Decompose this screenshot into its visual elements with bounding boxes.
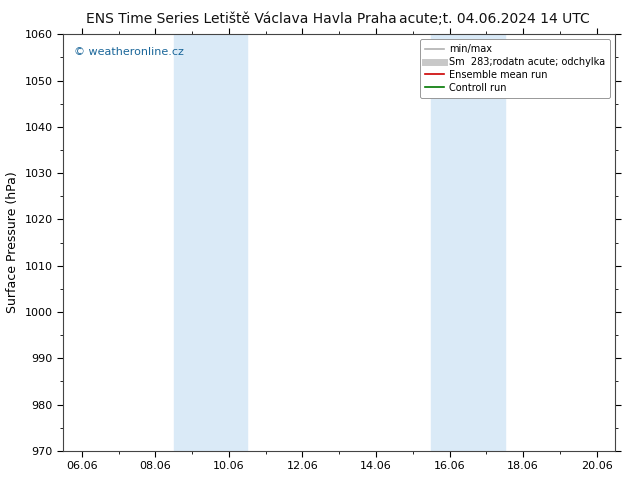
Bar [431,34,505,451]
Text: © weatheronline.cz: © weatheronline.cz [74,47,184,57]
Y-axis label: Surface Pressure (hPa): Surface Pressure (hPa) [6,172,19,314]
Bar [174,34,247,451]
Text: ENS Time Series Letiště Václava Havla Praha: ENS Time Series Letiště Václava Havla Pr… [86,12,396,26]
Text: acute;t. 04.06.2024 14 UTC: acute;t. 04.06.2024 14 UTC [399,12,590,26]
Legend: min/max, Sm  283;rodatn acute; odchylka, Ensemble mean run, Controll run: min/max, Sm 283;rodatn acute; odchylka, … [420,39,610,98]
